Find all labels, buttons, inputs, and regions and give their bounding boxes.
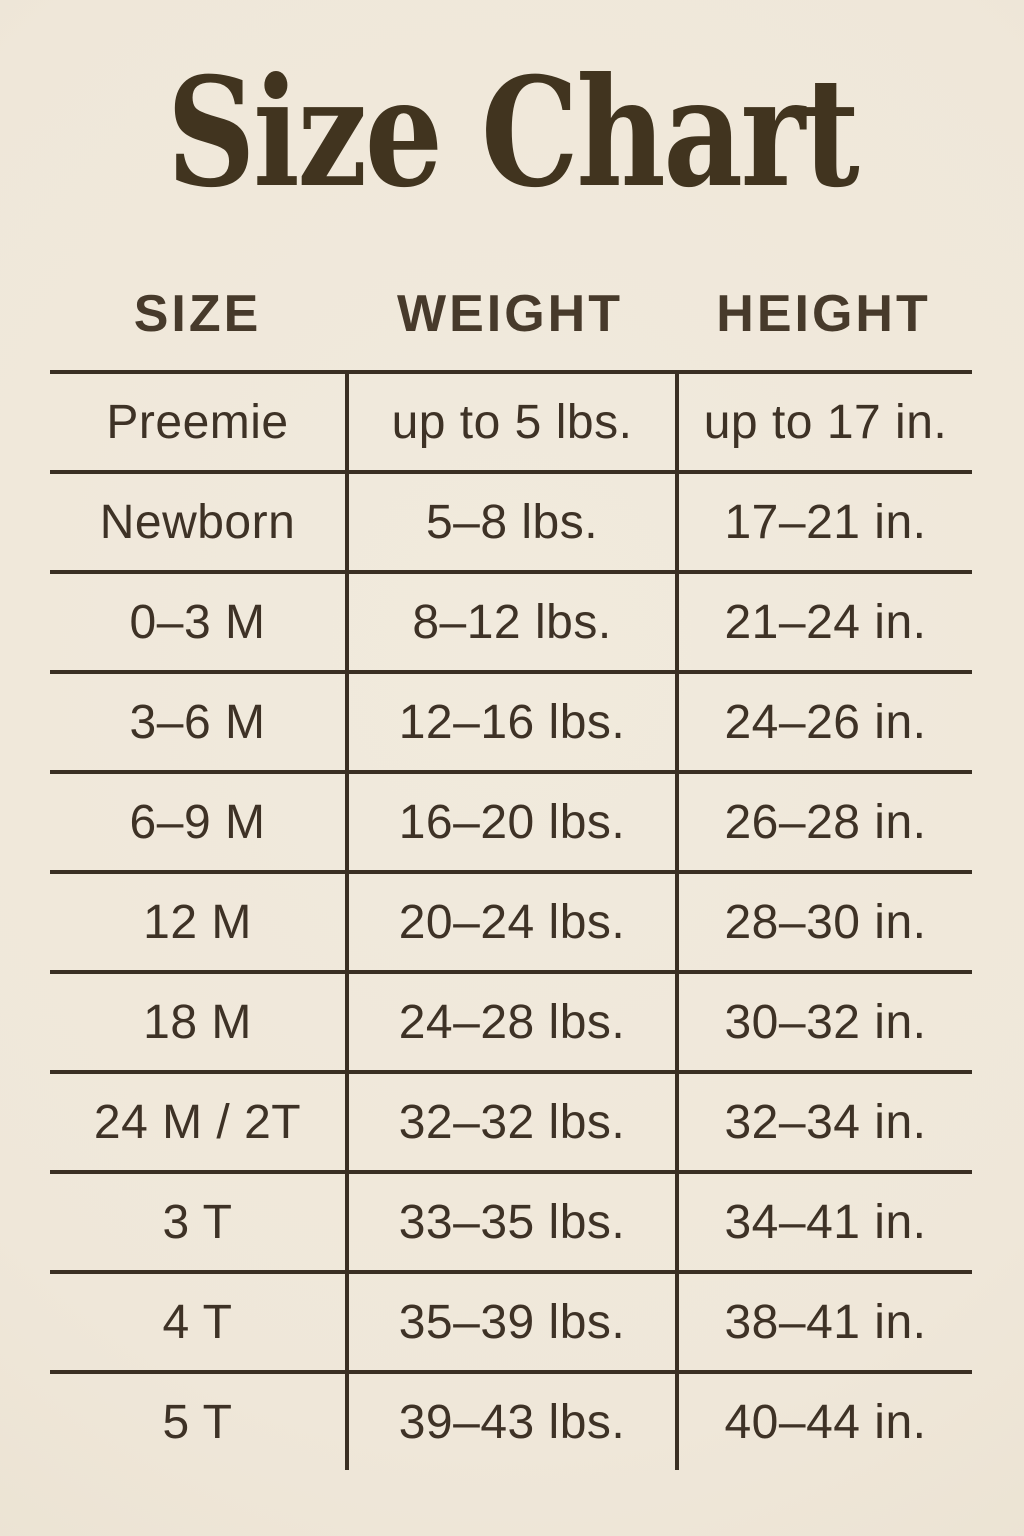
weight-cell: 39–43 lbs. bbox=[345, 1374, 675, 1470]
page-title: Size Chart bbox=[166, 45, 860, 221]
table-header-row: SIZE WEIGHT HEIGHT bbox=[50, 208, 972, 370]
size-cell: Newborn bbox=[99, 495, 296, 549]
table-row: 6–9 M 16–20 lbs. 26–28 in. bbox=[50, 770, 972, 870]
size-cell: 3 T bbox=[162, 1195, 233, 1249]
weight-cell: 5–8 lbs. bbox=[345, 474, 675, 570]
table-row: 24 M / 2T 32–32 lbs. 32–34 in. bbox=[50, 1070, 972, 1170]
height-cell: 24–26 in. bbox=[675, 674, 972, 770]
table-row: 3–6 M 12–16 lbs. 24–26 in. bbox=[50, 670, 972, 770]
height-cell: 40–44 in. bbox=[675, 1374, 972, 1470]
height-cell: 32–34 in. bbox=[675, 1074, 972, 1170]
height-cell: 26–28 in. bbox=[675, 774, 972, 870]
size-cell: 12 M bbox=[143, 895, 252, 949]
size-cell: 24 M / 2T bbox=[93, 1095, 302, 1149]
weight-cell: 12–16 lbs. bbox=[345, 674, 675, 770]
height-cell: 17–21 in. bbox=[675, 474, 972, 570]
size-cell: 4 T bbox=[162, 1295, 233, 1349]
column-header-size: SIZE bbox=[133, 285, 262, 343]
size-cell: 0–3 M bbox=[129, 595, 266, 649]
height-cell: 21–24 in. bbox=[675, 574, 972, 670]
weight-cell: 8–12 lbs. bbox=[345, 574, 675, 670]
weight-cell: 33–35 lbs. bbox=[345, 1174, 675, 1270]
size-chart-table: SIZE WEIGHT HEIGHT Preemie up to 5 lbs. … bbox=[50, 208, 972, 1470]
height-cell: 28–30 in. bbox=[675, 874, 972, 970]
height-cell: up to 17 in. bbox=[675, 374, 972, 470]
table-row: 18 M 24–28 lbs. 30–32 in. bbox=[50, 970, 972, 1070]
weight-cell: 32–32 lbs. bbox=[345, 1074, 675, 1170]
weight-cell: 35–39 lbs. bbox=[345, 1274, 675, 1370]
table-row: 0–3 M 8–12 lbs. 21–24 in. bbox=[50, 570, 972, 670]
table-row: 12 M 20–24 lbs. 28–30 in. bbox=[50, 870, 972, 970]
table-row: Preemie up to 5 lbs. up to 17 in. bbox=[50, 370, 972, 470]
weight-cell: 16–20 lbs. bbox=[345, 774, 675, 870]
height-cell: 34–41 in. bbox=[675, 1174, 972, 1270]
height-cell: 30–32 in. bbox=[675, 974, 972, 1070]
size-cell: 3–6 M bbox=[129, 695, 266, 749]
table-row: 5 T 39–43 lbs. 40–44 in. bbox=[50, 1370, 972, 1470]
weight-cell: 24–28 lbs. bbox=[345, 974, 675, 1070]
column-header-height: HEIGHT bbox=[716, 285, 931, 343]
table-row: Newborn 5–8 lbs. 17–21 in. bbox=[50, 470, 972, 570]
size-cell: 6–9 M bbox=[129, 795, 266, 849]
table-row: 3 T 33–35 lbs. 34–41 in. bbox=[50, 1170, 972, 1270]
weight-cell: 20–24 lbs. bbox=[345, 874, 675, 970]
size-cell: 5 T bbox=[162, 1395, 233, 1449]
column-header-weight: WEIGHT bbox=[397, 285, 623, 343]
size-cell: 18 M bbox=[143, 995, 252, 1049]
height-cell: 38–41 in. bbox=[675, 1274, 972, 1370]
table-row: 4 T 35–39 lbs. 38–41 in. bbox=[50, 1270, 972, 1370]
weight-cell: up to 5 lbs. bbox=[345, 374, 675, 470]
size-cell: Preemie bbox=[106, 395, 289, 449]
